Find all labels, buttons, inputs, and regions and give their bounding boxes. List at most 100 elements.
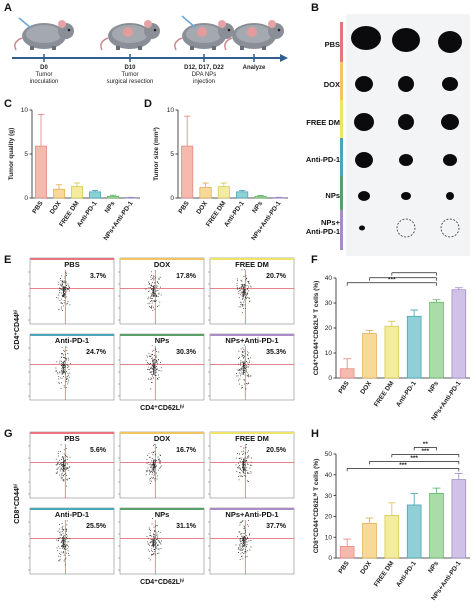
flow-plot-header-bar xyxy=(30,258,114,260)
group-label-pbs: PBS xyxy=(324,40,340,49)
bar xyxy=(107,195,119,199)
flow-plot: FREE DM 20.7% xyxy=(208,257,295,325)
x-tick-label: DOX xyxy=(359,560,373,576)
x-tick-label: NPs xyxy=(251,200,264,215)
flow-plot: DOX 16.7% xyxy=(118,431,205,499)
flow-plot-frame xyxy=(209,257,295,325)
bar xyxy=(339,546,355,559)
flow-plot-percentage: 5.6% xyxy=(90,447,107,454)
flow-plot-percentage: 24.7% xyxy=(86,349,107,356)
bar xyxy=(362,522,377,559)
flow-plot-title: NPs xyxy=(155,336,170,345)
tumor-pbs-2 xyxy=(392,28,420,52)
panel-label-g: G xyxy=(4,428,13,440)
mouse-icon-2 xyxy=(100,19,161,51)
flow-plot: NPs+Anti-PD-1 37.7% xyxy=(208,507,295,575)
flow-plot-percentage: 20.5% xyxy=(266,447,287,454)
bar xyxy=(254,195,267,199)
panel-label-b: B xyxy=(311,2,319,14)
x-tick-label: Anti-PD-1 xyxy=(395,380,418,409)
y-tick-label: 20 xyxy=(325,325,333,332)
y-tick-label: 10 xyxy=(325,534,333,541)
flow-plot: FREE DM 20.5% xyxy=(208,431,295,499)
flow-plot-title: NPs+Anti-PD-1 xyxy=(225,336,278,345)
y-tick-label: 5 xyxy=(170,151,174,158)
flow-plot-header-bar xyxy=(30,508,114,510)
flow-plot-header-bar xyxy=(30,432,114,434)
flow-plot-frame xyxy=(209,507,295,575)
flow-plot-title: FREE DM xyxy=(235,434,269,443)
flow-plot-title: DOX xyxy=(154,434,170,443)
y-tick-label: 0 xyxy=(328,375,332,382)
group-label-nps-anti-pd1: NPs+ Anti-PD-1 xyxy=(305,218,340,236)
x-tick-label: DOX xyxy=(49,200,63,216)
flow-dots xyxy=(56,520,71,566)
x-tick-label: NPs xyxy=(104,200,117,215)
flow-plot: PBS 5.6% xyxy=(28,431,115,499)
tumor-pbs-3 xyxy=(438,31,462,53)
x-tick-label: Anti-PD-1 xyxy=(395,560,418,589)
flow-plot-frame xyxy=(29,333,115,401)
tumor-freedm-1 xyxy=(354,113,374,131)
x-tick-label: PBS xyxy=(177,200,191,216)
chart-cd4-t-cells: 0 10 20 30 40 CD4⁺CD44⁺CD62Lʰⁱ T cells (%) PBS… xyxy=(311,272,470,422)
bar xyxy=(339,368,355,379)
x-tick-label: NPs xyxy=(427,380,440,395)
flow-plot-title: FREE DM xyxy=(235,260,269,269)
mouse-icon-3 xyxy=(174,19,235,51)
flow-dots xyxy=(145,443,162,484)
flow-plot-header-bar xyxy=(210,334,294,336)
tumor-antipd1-3 xyxy=(443,154,457,166)
group-label-dox: DOX xyxy=(323,80,340,89)
flow-plot-frame xyxy=(209,333,295,401)
panel-label-c: C xyxy=(4,98,12,110)
bar xyxy=(199,187,212,199)
empty-circle-2 xyxy=(440,218,460,238)
flow-plot-header-bar xyxy=(120,432,204,434)
mouse-icon-1 xyxy=(14,19,75,51)
bar xyxy=(236,191,249,199)
significance-label: *** xyxy=(410,455,418,462)
bar xyxy=(429,492,444,559)
tumor-dox-1 xyxy=(355,76,373,92)
flow-dots xyxy=(145,271,162,312)
tumor-antipd1-2 xyxy=(399,154,413,166)
x-tick-label: FREE DM xyxy=(373,560,396,588)
flow-plot: NPs+Anti-PD-1 35.3% xyxy=(208,333,295,401)
y-axis-label: CD4⁺CD44⁺CD62Lʰⁱ T cells (%) xyxy=(311,281,320,376)
tumor-dox-3 xyxy=(442,77,458,91)
y-tick-label: 30 xyxy=(325,493,333,500)
y-axis-label: Tumor size (mm³) xyxy=(153,127,160,181)
panel-label-d: D xyxy=(144,98,152,110)
flow-dots xyxy=(146,518,162,561)
flow-plot-percentage: 25.5% xyxy=(86,523,107,530)
empty-circle-1 xyxy=(396,218,416,238)
group-label-nps: NPs xyxy=(325,191,340,200)
x-tick-label: DOX xyxy=(195,200,209,216)
x-tick-label: PBS xyxy=(337,380,351,396)
tumor-freedm-2 xyxy=(398,114,414,130)
x-tick-label: NPs xyxy=(427,560,440,575)
tumor-photo xyxy=(346,14,470,256)
group-label-anti-pd1: Anti-PD-1 xyxy=(305,155,340,164)
flow-dots xyxy=(235,444,252,483)
y-tick-label: 0 xyxy=(24,195,28,202)
flow-plot: Anti-PD-1 24.7% xyxy=(28,333,115,401)
y-tick-label: 30 xyxy=(325,300,333,307)
flow-plot-percentage: 31.1% xyxy=(176,523,197,530)
flow-plot-percentage: 30.3% xyxy=(176,349,197,356)
significance-label: *** xyxy=(388,277,396,284)
flow-plot-frame xyxy=(119,431,205,499)
timeline-arrowhead xyxy=(280,54,288,62)
flow-dots xyxy=(235,519,252,561)
flow-plot-header-bar xyxy=(120,334,204,336)
panel-label-a: A xyxy=(4,2,12,14)
tumor-freedm-3 xyxy=(441,114,459,130)
tumor-combo-1 xyxy=(359,225,365,231)
tumor-nps-3 xyxy=(446,192,454,200)
flow-plot-header-bar xyxy=(210,258,294,260)
flow-plot: Anti-PD-1 25.5% xyxy=(28,507,115,575)
bar xyxy=(362,333,377,379)
